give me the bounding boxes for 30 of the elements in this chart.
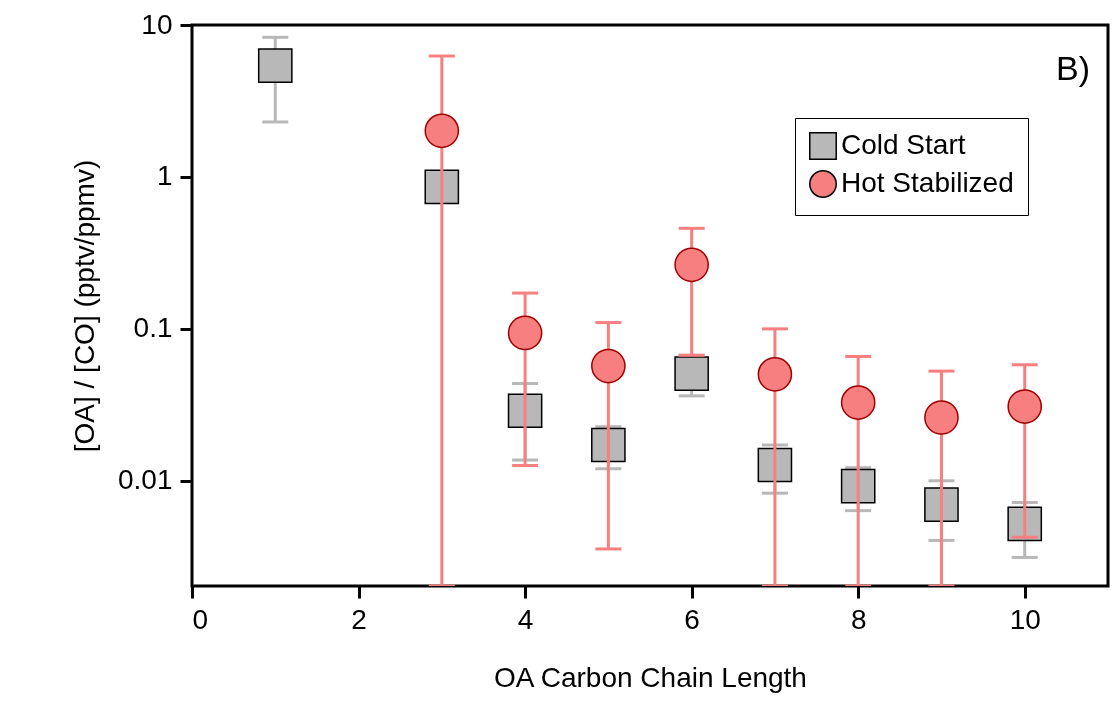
point: [507, 315, 543, 351]
y-tick-label: 0.01: [118, 464, 173, 496]
point: [757, 357, 793, 392]
point: [674, 247, 709, 283]
point: [424, 169, 460, 205]
legend-label: Hot Stabilized: [841, 167, 1014, 198]
x-tick-label: 8: [850, 603, 867, 635]
point: [840, 468, 876, 504]
point: [840, 385, 876, 420]
y-tick-label: 0.1: [133, 312, 173, 344]
point: [591, 427, 626, 463]
x-tick-label: 0: [192, 603, 209, 635]
x-tick-label: 4: [517, 603, 534, 635]
point: [1007, 389, 1043, 424]
legend-label: Cold Start: [841, 129, 966, 160]
point: [674, 356, 709, 391]
x-tick-label: 10: [1009, 603, 1041, 635]
point: [924, 487, 959, 522]
y-tick-label: 1: [156, 160, 173, 192]
point: [591, 348, 626, 384]
x-tick-label: 2: [351, 603, 367, 635]
y-tick-label: 10: [141, 8, 173, 40]
point: [924, 400, 959, 435]
point: [257, 48, 293, 83]
point: [507, 393, 543, 429]
y-axis-title: [OA] / [CO] (pptv/ppmv): [69, 159, 100, 453]
point: [424, 113, 460, 149]
x-axis-title: OA Carbon Chain Length: [494, 661, 807, 693]
x-tick-label: 6: [684, 603, 700, 635]
annotation: B): [1056, 49, 1090, 87]
